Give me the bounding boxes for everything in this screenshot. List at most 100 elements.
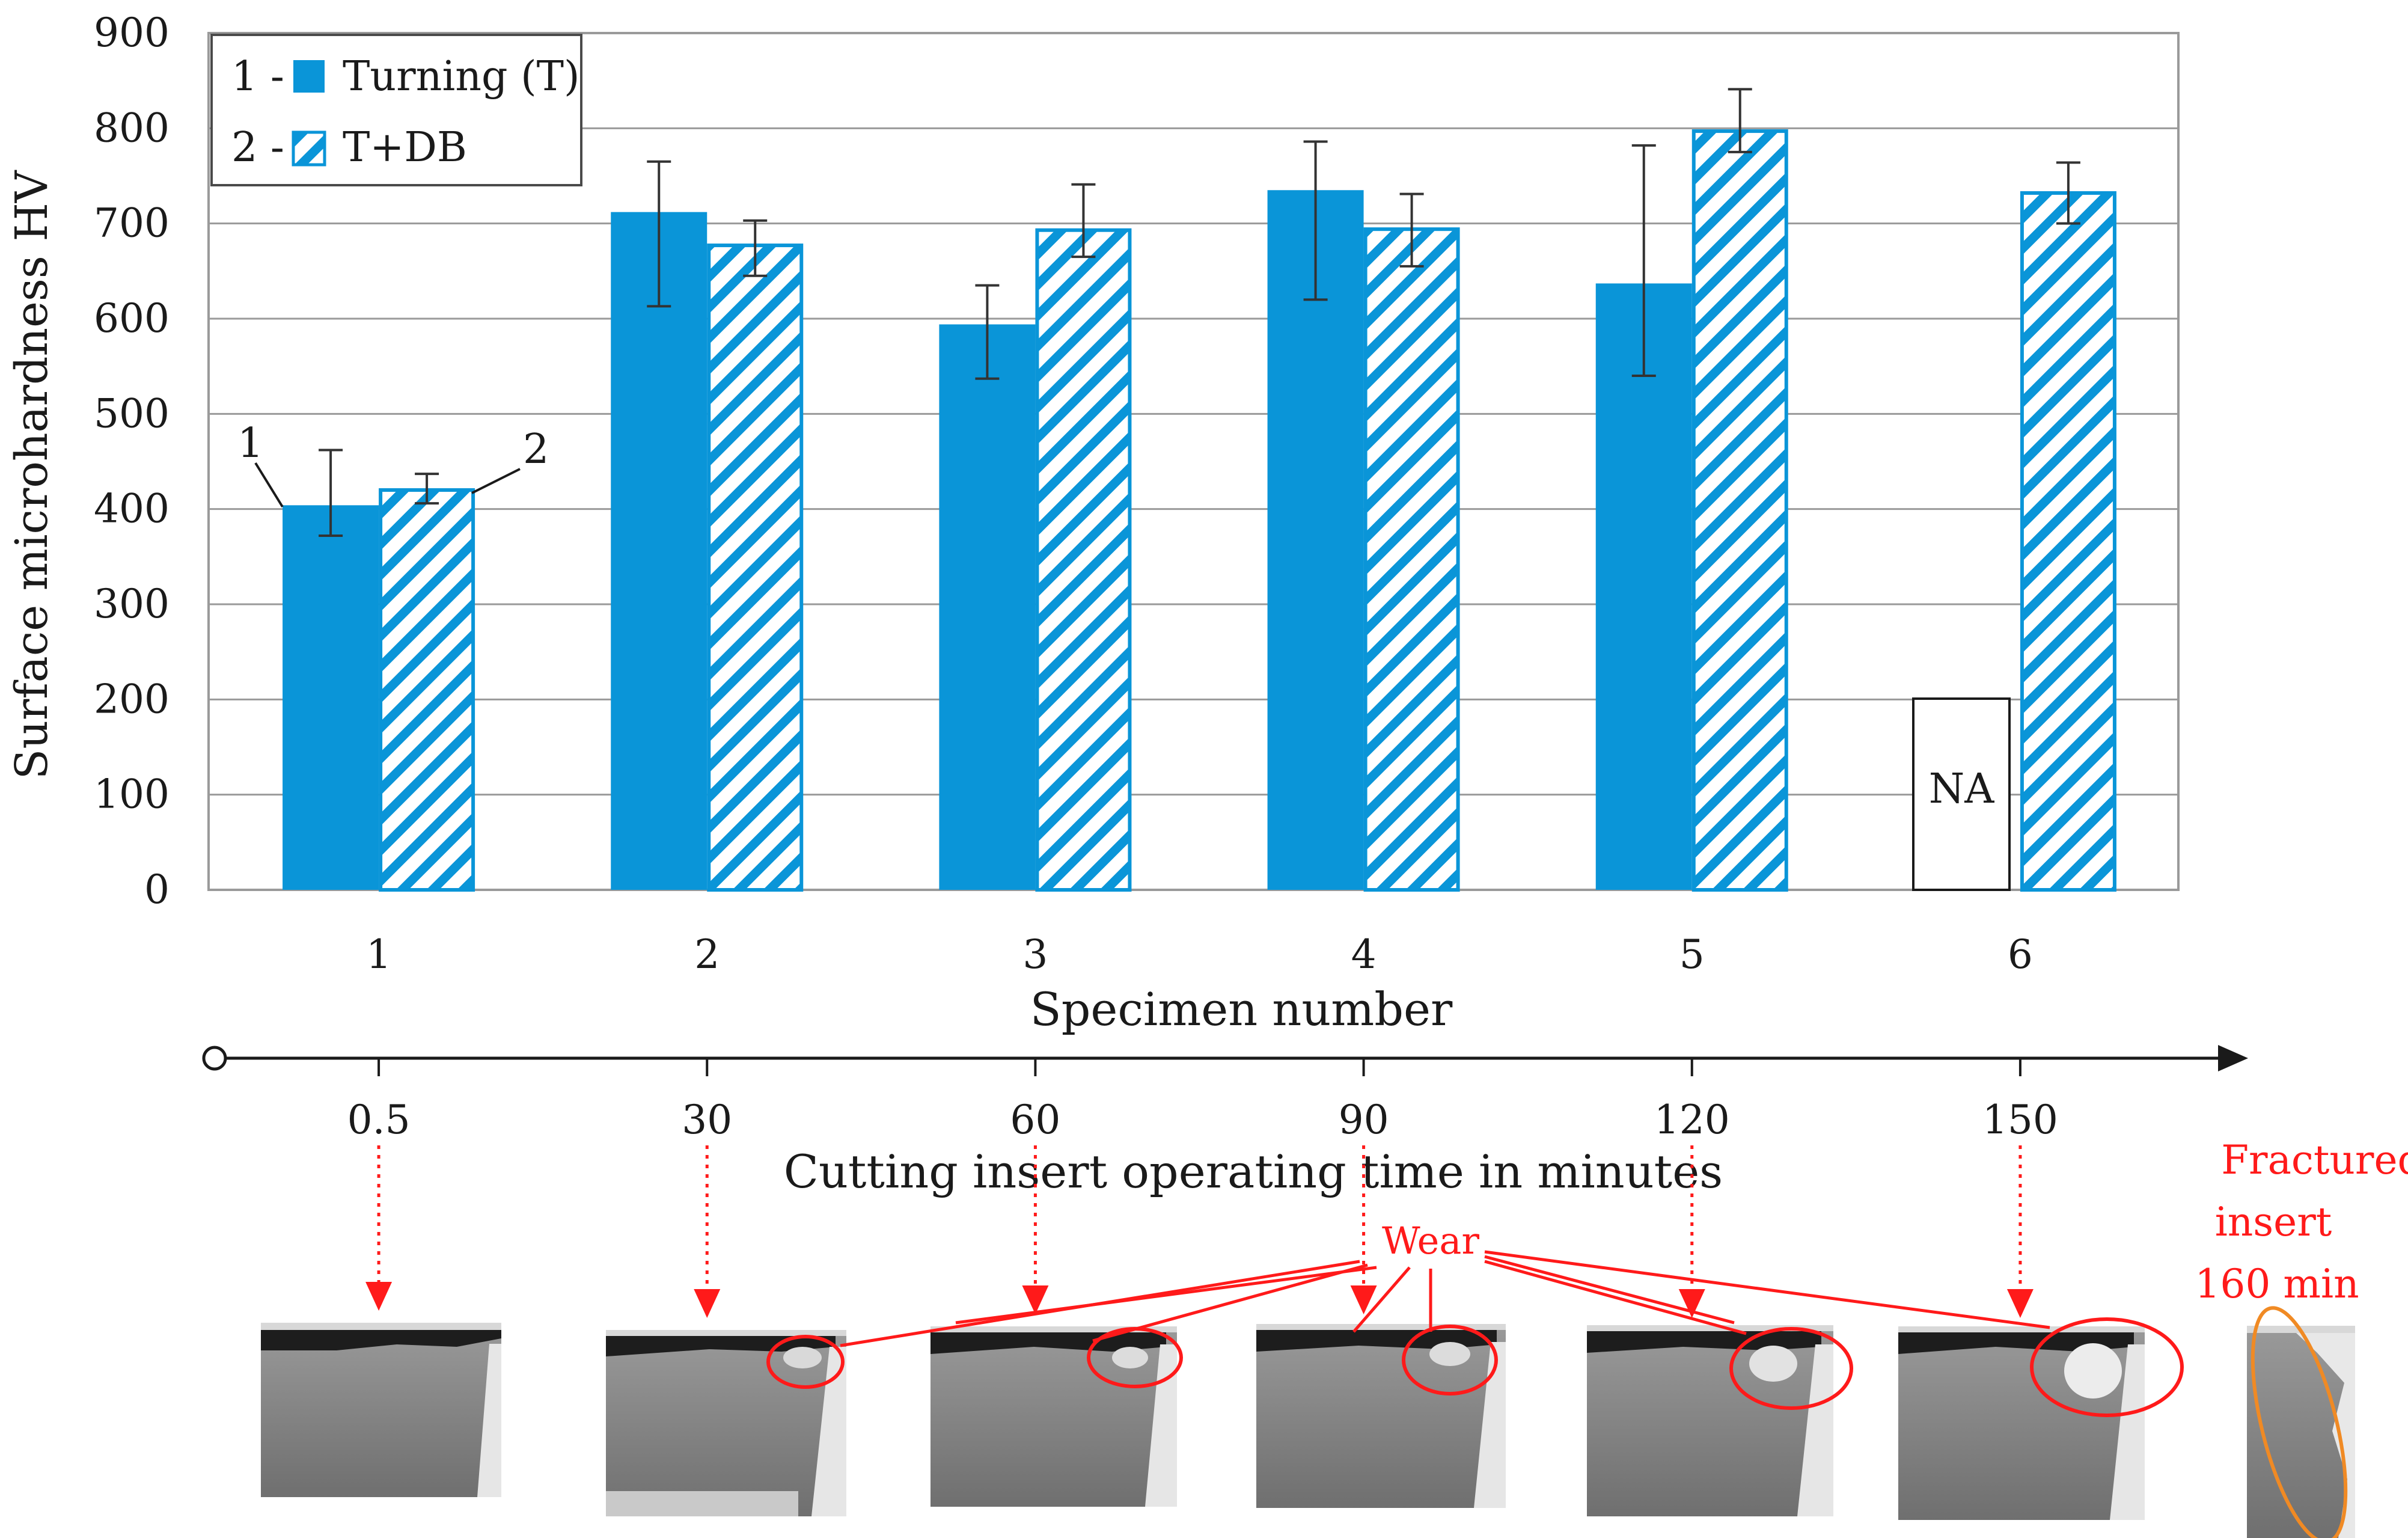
bar-turning-3 xyxy=(939,324,1036,890)
wear-circle-30 xyxy=(766,1335,845,1389)
errbar-turning-3 xyxy=(975,284,1000,380)
y-tick-0: 0 xyxy=(144,866,170,913)
y-tick-800: 800 xyxy=(94,105,170,151)
bar-turning-4 xyxy=(1267,190,1364,890)
y-tick-100: 100 xyxy=(94,771,170,818)
bar-annotation-2: 2 xyxy=(523,426,549,473)
errbar-tdb-6 xyxy=(2056,161,2080,225)
bar-tdb-5 xyxy=(1691,129,1788,892)
y-tick-400: 400 xyxy=(94,486,170,532)
bar-turning-1 xyxy=(283,505,379,890)
photo-arrowhead-3 xyxy=(1350,1285,1377,1314)
y-tick-200: 200 xyxy=(94,676,170,722)
bars xyxy=(283,129,2116,892)
wear-line-90b xyxy=(1352,1266,1411,1333)
bar-chart: 0 100 200 300 400 500 600 700 800 900 1 2 3 4 5 6 Surf… xyxy=(6,10,2180,1036)
wear-line-60b xyxy=(955,1266,1377,1325)
bar-tdb-4 xyxy=(1363,227,1460,892)
y-tick-500: 500 xyxy=(94,390,170,437)
error-bars xyxy=(319,88,2080,537)
time-ticks: 0.5 30 60 90 120 150 xyxy=(347,1058,2058,1143)
gridlines xyxy=(209,127,2178,796)
na-label: NA xyxy=(1929,765,1995,813)
errbar-tdb-1 xyxy=(415,473,439,505)
wear-label: Wear xyxy=(1382,1219,1479,1263)
errbar-tdb-5 xyxy=(1728,88,1752,153)
insert-photos xyxy=(261,1306,2355,1538)
bar-annotation-1-leader xyxy=(254,462,284,508)
insert-photo-120-min xyxy=(1587,1325,1853,1516)
errbar-turning-4 xyxy=(1303,140,1328,301)
bar-annotation-2-leader xyxy=(471,468,521,494)
errbar-tdb-3 xyxy=(1071,183,1096,259)
errbar-turning-5 xyxy=(1631,144,1656,377)
na-box xyxy=(1912,697,2011,891)
legend-series-2-swatch xyxy=(292,130,326,167)
insert-photo-30-min xyxy=(606,1330,846,1516)
plot-frame xyxy=(207,32,2180,891)
time-tick-3: 90 xyxy=(1339,1097,1389,1143)
y-tick-900: 900 xyxy=(94,10,170,56)
time-tick-1: 30 xyxy=(682,1097,732,1143)
bar-turning-5 xyxy=(1595,283,1692,890)
y-axis-title: Surface microhardness HV xyxy=(6,170,58,779)
bar-tdb-1 xyxy=(379,488,475,892)
fracture-line-2: insert xyxy=(2215,1199,2332,1245)
y-tick-labels: 0 100 200 300 400 500 600 700 800 900 xyxy=(94,10,170,913)
wear-circle-150 xyxy=(2030,1317,2184,1417)
wear-line-120a xyxy=(1484,1260,1747,1335)
x-tick-4: 4 xyxy=(1351,931,1377,978)
insert-photo-60-min xyxy=(931,1326,1183,1507)
bar-tdb-3 xyxy=(1035,228,1132,892)
wear-annotation: Wear xyxy=(840,1219,2050,1347)
time-tick-4: 120 xyxy=(1654,1097,1730,1143)
time-axis-origin xyxy=(202,1046,227,1071)
errbar-tdb-4 xyxy=(1399,192,1424,268)
photo-arrowhead-0 xyxy=(365,1282,393,1311)
photo-arrowhead-5 xyxy=(2006,1289,2034,1318)
legend-frame xyxy=(210,34,582,186)
wear-circle-120 xyxy=(1729,1327,1853,1410)
errbar-tdb-2 xyxy=(743,219,768,277)
y-tick-300: 300 xyxy=(94,581,170,627)
insert-photo-0-5-min xyxy=(261,1323,501,1497)
fracture-outline xyxy=(2251,1306,2348,1538)
bar-tdb-6 xyxy=(2020,191,2116,892)
time-axis: 0.5 30 60 90 120 150 Cutting insert operating… xyxy=(202,1045,2248,1198)
legend: 1 - Turning (T) 2 - T+DB xyxy=(210,34,582,186)
x-tick-3: 3 xyxy=(1022,931,1048,978)
legend-series-1-swatch xyxy=(293,60,325,93)
x-tick-1: 1 xyxy=(366,931,391,978)
x-tick-2: 2 xyxy=(694,931,720,978)
wear-line-60a xyxy=(1092,1263,1368,1343)
photo-arrowhead-1 xyxy=(694,1289,721,1318)
time-tick-0: 0.5 xyxy=(347,1097,411,1143)
wear-circle-90 xyxy=(1402,1325,1498,1396)
insert-photo-90-min xyxy=(1256,1324,1506,1508)
photo-arrowhead-4 xyxy=(1678,1289,1705,1318)
x-tick-6: 6 xyxy=(2008,931,2033,978)
legend-series-1-label: Turning (T) xyxy=(343,53,580,100)
wear-line-150 xyxy=(1484,1250,2050,1329)
time-tick-5: 150 xyxy=(1982,1097,2058,1143)
x-tick-5: 5 xyxy=(1679,931,1705,978)
photo-arrowhead-2 xyxy=(1022,1285,1049,1314)
bar-annotation-1: 1 xyxy=(237,420,263,467)
insert-photo-fractured xyxy=(2247,1306,2355,1538)
y-tick-700: 700 xyxy=(94,200,170,247)
legend-series-2-prefix: 2 - xyxy=(231,124,284,171)
fracture-line-1: Fractured xyxy=(2221,1137,2408,1183)
time-axis-arrowhead xyxy=(2218,1045,2248,1071)
x-axis-title: Specimen number xyxy=(1030,982,1453,1036)
errbar-turning-1 xyxy=(319,449,343,537)
errbar-turning-2 xyxy=(647,160,671,308)
bar-turning-2 xyxy=(611,212,707,890)
wear-line-120b xyxy=(1484,1255,1735,1325)
fracture-line-3: 160 min xyxy=(2195,1261,2359,1307)
x-tick-labels: 1 2 3 4 5 6 xyxy=(366,931,2033,978)
time-axis-title: Cutting insert operating time in minutes xyxy=(784,1145,1723,1198)
legend-series-1-prefix: 1 - xyxy=(231,53,284,100)
time-tick-2: 60 xyxy=(1010,1097,1060,1143)
photo-arrows xyxy=(365,1145,2034,1318)
